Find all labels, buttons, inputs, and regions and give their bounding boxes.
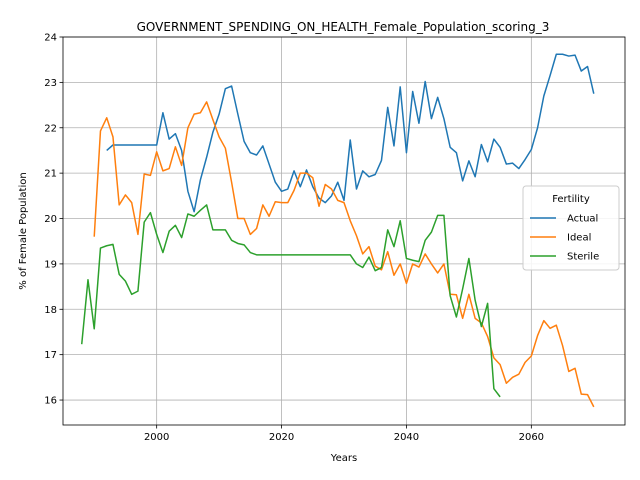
y-tick-label: 16 [44,396,57,407]
y-tick-label: 20 [44,214,57,225]
y-tick-label: 22 [44,123,57,134]
y-tick-label: 23 [44,78,57,89]
legend: Fertility Actual Ideal Sterile [522,185,620,271]
chart-title: GOVERNMENT_SPENDING_ON_HEALTH_Female_Pop… [137,20,550,34]
y-tick-label: 19 [44,259,57,270]
legend-label-actual: Actual [567,214,598,225]
y-axis-title: % of Female Population [18,172,29,289]
x-tick-label: 2060 [519,432,544,443]
legend-box [522,185,620,271]
x-tick-label: 2020 [269,432,294,443]
x-tick-label: 2040 [394,432,419,443]
legend-label-ideal: Ideal [567,233,591,244]
y-tick-label: 17 [44,350,57,361]
plot-frame [62,36,626,426]
series-line-sterile [80,204,501,398]
x-tick-label: 2000 [144,432,169,443]
series-group [80,53,595,408]
y-axis: 16 17 18 19 20 21 22 23 24 [44,33,63,407]
x-axis-title: Years [330,453,357,464]
y-tick-label: 24 [44,33,57,44]
series-line-actual [106,53,595,213]
legend-label-sterile: Sterile [567,252,599,263]
y-tick-label: 18 [44,305,57,316]
series-line-ideal [93,101,595,408]
grid [63,36,625,425]
legend-title: Fertility [552,194,590,205]
y-tick-label: 21 [44,169,57,180]
x-axis: 2000 2020 2040 2060 [144,425,544,443]
